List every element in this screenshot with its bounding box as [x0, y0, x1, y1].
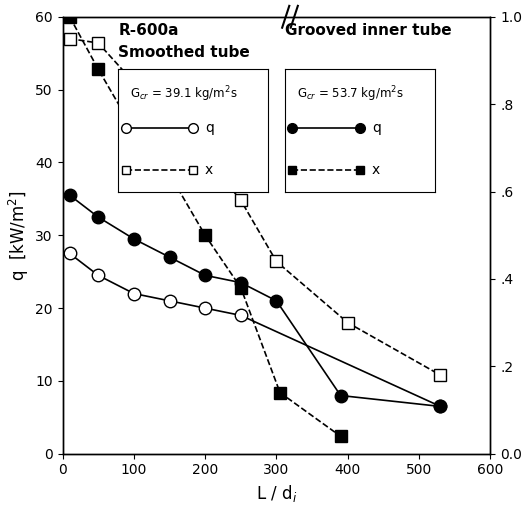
Y-axis label: q  [kW/m$^2$]: q [kW/m$^2$]: [7, 190, 31, 281]
Text: R-600a: R-600a: [118, 24, 179, 38]
X-axis label: L / d$_i$: L / d$_i$: [256, 483, 297, 504]
Text: Grooved inner tube: Grooved inner tube: [285, 24, 452, 38]
Text: Smoothed tube: Smoothed tube: [118, 45, 250, 60]
